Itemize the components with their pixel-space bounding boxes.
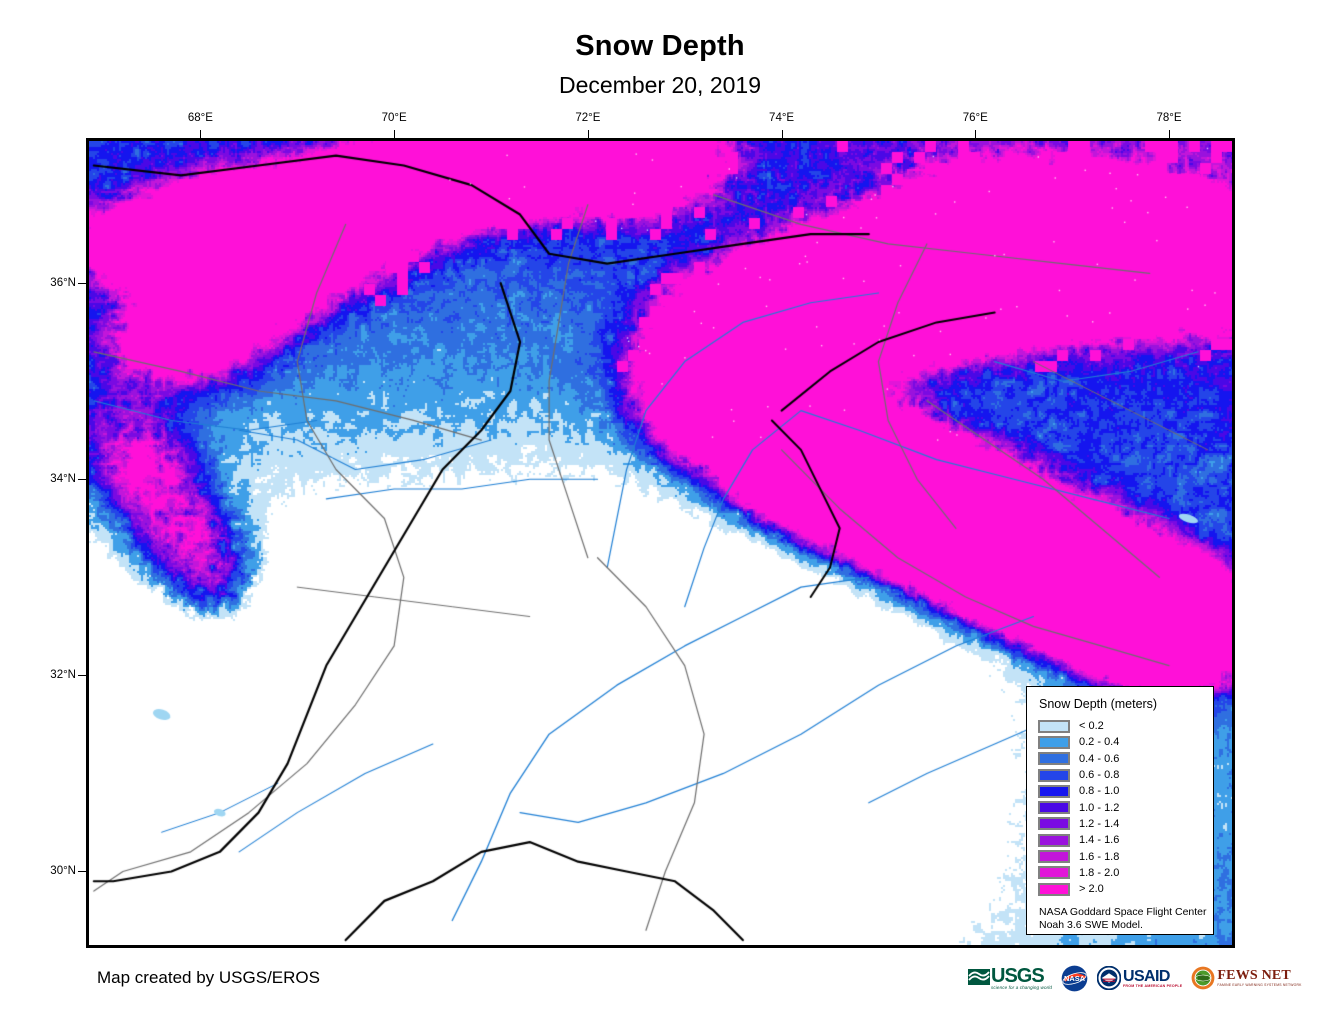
nasa-logo[interactable]: NASA bbox=[1061, 965, 1088, 992]
legend-class-label: 1.6 - 1.8 bbox=[1079, 850, 1120, 863]
usaid-logo-text: USAID bbox=[1123, 967, 1170, 985]
usaid-logo-tagline: FROM THE AMERICAN PEOPLE bbox=[1123, 983, 1183, 988]
lon-tick-mark bbox=[781, 130, 783, 138]
fews-logo[interactable]: FEWS NET FAMINE EARLY WARNING SYSTEMS NE… bbox=[1191, 966, 1301, 990]
legend-swatch bbox=[1038, 866, 1070, 880]
legend-class-row: 0.4 - 0.6 bbox=[1038, 751, 1213, 767]
legend-class-label: 1.4 - 1.6 bbox=[1079, 834, 1120, 847]
legend-class-row: 1.8 - 2.0 bbox=[1038, 865, 1213, 881]
legend-class-list: < 0.2 0.2 - 0.4 0.4 - 0.6 0.6 - 0.8 0.8 - 1.… bbox=[1038, 718, 1213, 897]
legend-swatch bbox=[1038, 817, 1070, 831]
lon-tick-label: 78°E bbox=[1156, 112, 1182, 124]
lat-tick-label: 30°N bbox=[50, 865, 76, 878]
usaid-logo[interactable]: USAID FROM THE AMERICAN PEOPLE bbox=[1097, 966, 1182, 990]
lon-tick-mark bbox=[975, 130, 977, 138]
legend-class-label: 0.6 - 0.8 bbox=[1079, 769, 1120, 782]
legend-attribution: NASA Goddard Space Flight Center Noah 3.… bbox=[1039, 906, 1213, 932]
lon-tick-mark bbox=[200, 130, 202, 138]
lon-tick-mark bbox=[394, 130, 396, 138]
legend-class-label: 1.2 - 1.4 bbox=[1079, 817, 1120, 830]
page-title: Snow Depth bbox=[575, 30, 745, 62]
usgs-wave-icon bbox=[968, 969, 990, 985]
legend-swatch bbox=[1038, 833, 1070, 847]
lon-tick-label: 76°E bbox=[962, 112, 988, 124]
fews-logo-text: FEWS NET bbox=[1217, 968, 1291, 983]
legend-class-label: < 0.2 bbox=[1079, 720, 1104, 733]
legend-swatch bbox=[1038, 719, 1070, 733]
lat-tick-label: 36°N bbox=[50, 277, 76, 290]
legend-swatch bbox=[1038, 784, 1070, 798]
legend-class-row: > 2.0 bbox=[1038, 881, 1213, 897]
fews-globe-icon bbox=[1192, 966, 1215, 990]
lon-tick-label: 72°E bbox=[575, 112, 601, 124]
legend-swatch bbox=[1038, 882, 1070, 896]
lat-tick-label: 32°N bbox=[50, 669, 76, 682]
page-subtitle: December 20, 2019 bbox=[558, 72, 761, 98]
legend-class-label: 1.0 - 1.2 bbox=[1079, 801, 1120, 814]
legend-swatch bbox=[1038, 850, 1070, 864]
legend-class-row: 0.6 - 0.8 bbox=[1038, 767, 1213, 783]
lat-tick-label: 34°N bbox=[50, 473, 76, 486]
legend-swatch bbox=[1038, 768, 1070, 782]
legend-attribution-line1: NASA Goddard Space Flight Center bbox=[1039, 906, 1207, 919]
usgs-logo[interactable]: USGS science for a changing world bbox=[968, 964, 1053, 990]
legend-panel: Snow Depth (meters) < 0.2 0.2 - 0.4 0.4 - … bbox=[1026, 686, 1214, 935]
usaid-seal-icon bbox=[1097, 966, 1122, 990]
lat-tick-mark bbox=[78, 871, 86, 873]
lat-tick-mark bbox=[78, 283, 86, 285]
svg-text:NASA: NASA bbox=[1064, 974, 1086, 983]
agency-logos: USGS science for a changing world NASA U… bbox=[968, 960, 1302, 996]
lon-tick-label: 74°E bbox=[769, 112, 795, 124]
legend-attribution-line2: Noah 3.6 SWE Model. bbox=[1039, 919, 1143, 932]
legend-class-row: 0.8 - 1.0 bbox=[1038, 783, 1213, 799]
legend-class-row: < 0.2 bbox=[1038, 718, 1213, 734]
lat-tick-mark bbox=[78, 675, 86, 677]
legend-class-label: 0.2 - 0.4 bbox=[1079, 736, 1120, 749]
legend-swatch bbox=[1038, 801, 1070, 815]
legend-class-label: 0.4 - 0.6 bbox=[1079, 752, 1120, 765]
usgs-logo-tagline: science for a changing world bbox=[991, 984, 1053, 990]
lat-tick-mark bbox=[78, 479, 86, 481]
legend-class-row: 1.6 - 1.8 bbox=[1038, 848, 1213, 864]
map-credit: Map created by USGS/EROS bbox=[97, 968, 320, 987]
legend-class-row: 1.2 - 1.4 bbox=[1038, 816, 1213, 832]
lon-tick-mark bbox=[587, 130, 589, 138]
legend-swatch bbox=[1038, 752, 1070, 766]
legend-class-label: 0.8 - 1.0 bbox=[1079, 785, 1120, 798]
legend-class-row: 0.2 - 0.4 bbox=[1038, 734, 1213, 750]
nasa-meatball-icon: NASA bbox=[1061, 965, 1088, 991]
legend-class-label: 1.8 - 2.0 bbox=[1079, 866, 1120, 879]
legend-class-label: > 2.0 bbox=[1079, 883, 1104, 896]
legend-swatch bbox=[1038, 735, 1070, 749]
usgs-logo-text: USGS bbox=[991, 964, 1045, 987]
map-frame bbox=[86, 138, 1235, 948]
fews-logo-tagline: FAMINE EARLY WARNING SYSTEMS NETWORK bbox=[1217, 983, 1302, 987]
lon-tick-label: 68°E bbox=[187, 112, 213, 124]
legend-title: Snow Depth (meters) bbox=[1039, 697, 1158, 711]
legend-class-row: 1.4 - 1.6 bbox=[1038, 832, 1213, 848]
legend-class-row: 1.0 - 1.2 bbox=[1038, 799, 1213, 815]
lon-tick-mark bbox=[1169, 130, 1171, 138]
lon-tick-label: 70°E bbox=[381, 112, 407, 124]
